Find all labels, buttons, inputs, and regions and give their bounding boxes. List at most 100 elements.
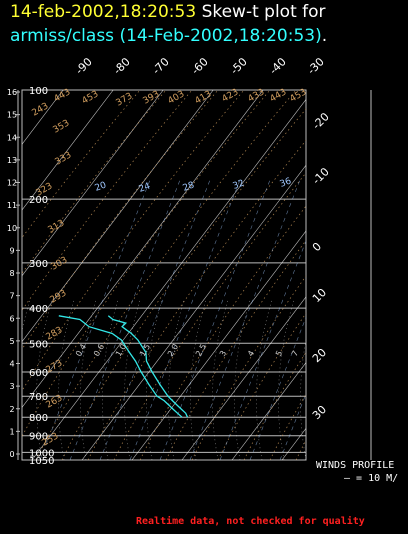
- chart-title-line-1: 14-feb-2002,18:20:53 Skew-t plot for: [10, 2, 326, 22]
- dry-adiabat-line: [22, 90, 141, 239]
- isotherm-line: [31, 98, 306, 460]
- chart-title-line-2: armiss/class (14-Feb-2002,18:20:53).: [10, 26, 327, 46]
- dry-adiabat-label: 243: [31, 101, 51, 118]
- winds-scale-label: — = 10 M/: [344, 473, 399, 484]
- chart-labels: 1002003004005006007008009001000105001234…: [7, 55, 332, 467]
- isotherm-label: -10: [310, 165, 332, 187]
- dry-adiabat-label: 303: [50, 255, 70, 272]
- dry-adiabat-label: 393: [142, 89, 162, 106]
- mixing-ratio-label: 32: [232, 179, 246, 192]
- isotherm-line: [22, 90, 114, 211]
- moist-adiabat-line: [234, 299, 251, 460]
- moist-adiabat-line: [36, 299, 53, 460]
- moist-adiabat-label: 1.0: [114, 342, 128, 358]
- dry-adiabat-label: 373: [115, 91, 135, 108]
- isotherm-line: [22, 90, 264, 408]
- moist-adiabat-label: 3: [218, 349, 228, 358]
- temperature-profile: [107, 315, 189, 418]
- dry-adiabat-label: 353: [52, 118, 72, 135]
- height-tick-label: 9: [9, 246, 14, 255]
- title-period: .: [321, 26, 328, 46]
- dry-adiabat-line: [400, 90, 408, 460]
- mixing-ratio-line: [99, 179, 211, 460]
- isotherm-line: [181, 296, 306, 460]
- height-tick-label: 13: [7, 156, 17, 165]
- height-tick-label: 6: [9, 314, 14, 323]
- moist-adiabat-line: [212, 299, 229, 460]
- isotherm-label: 20: [310, 346, 329, 365]
- dry-adiabat-line: [22, 90, 167, 274]
- dry-adiabat-line: [87, 139, 306, 460]
- dry-adiabat-label: 293: [49, 288, 69, 305]
- moist-adiabat-label: 1.5: [138, 342, 152, 358]
- plot-frame: [21, 89, 307, 461]
- winds-profile-label: WINDS PROFILE: [316, 460, 395, 471]
- dry-adiabat-line: [61, 108, 306, 460]
- mixing-ratio-line: [219, 240, 306, 460]
- height-tick-label: 3: [9, 382, 14, 391]
- quality-warning: Realtime data, not checked for quality: [136, 516, 365, 527]
- isobar-label: 800: [29, 413, 48, 424]
- title-source: armiss/class (14-Feb-2002,18:20:53): [10, 26, 322, 46]
- title-text: Skew-t plot for: [201, 2, 326, 22]
- isobar-label: 1000: [29, 448, 54, 459]
- dry-adiabat-line: [374, 90, 408, 460]
- isotherm-label: -20: [310, 110, 332, 132]
- isobar-label: 400: [29, 304, 48, 315]
- isotherm-label: 0: [310, 240, 324, 254]
- dry-adiabat-label: 283: [45, 325, 65, 342]
- mixing-ratio-line: [189, 179, 301, 460]
- moist-adiabat-line: [146, 299, 163, 460]
- dry-adiabat-line: [113, 172, 306, 460]
- moist-adiabat-label: 0.4: [74, 342, 88, 358]
- height-tick-label: 16: [7, 88, 17, 97]
- dry-adiabat-line: [217, 312, 306, 460]
- height-tick-label: 12: [7, 179, 17, 188]
- mixing-ratio-line: [279, 392, 306, 460]
- isobar-label: 1050: [29, 456, 54, 467]
- height-tick-label: 2: [9, 405, 14, 414]
- dry-adiabat-line: [165, 239, 306, 460]
- height-tick-label: 8: [9, 269, 14, 278]
- isotherm-label: -30: [305, 55, 327, 77]
- dry-adiabat-line: [22, 90, 219, 350]
- dry-adiabat-label: 413: [194, 89, 214, 106]
- isotherm-label: -90: [73, 55, 95, 77]
- mixing-ratio-label: 36: [279, 176, 293, 189]
- moist-adiabat-line: [168, 299, 185, 460]
- dry-adiabat-line: [243, 351, 306, 460]
- height-tick-label: 11: [7, 201, 17, 210]
- moist-adiabat-line: [300, 338, 306, 460]
- mixing-ratio-line: [69, 179, 181, 460]
- mixing-ratio-label: 28: [182, 180, 196, 193]
- isotherm-label: -50: [228, 55, 250, 77]
- isotherm-label: -80: [111, 55, 133, 77]
- moist-adiabat-line: [124, 299, 141, 460]
- isotherm-label: -70: [150, 55, 172, 77]
- isobar-label: 200: [29, 195, 48, 206]
- isotherm-line: [332, 90, 408, 460]
- moist-adiabat-line: [278, 299, 295, 460]
- moist-adiabat-label: 5: [274, 349, 284, 358]
- dry-adiabat-line: [322, 90, 408, 460]
- mixing-ratio-line: [129, 179, 241, 460]
- moist-adiabat-line: [80, 299, 97, 460]
- moist-adiabat-line: [190, 299, 207, 460]
- isotherm-line: [81, 164, 306, 460]
- isotherm-line: [231, 362, 306, 460]
- dry-adiabat-line: [22, 90, 193, 311]
- moist-adiabat-label: 7: [290, 349, 300, 358]
- isotherm-label: -60: [189, 55, 211, 77]
- isobar-label: 600: [29, 368, 48, 379]
- moist-adiabat-line: [58, 299, 75, 460]
- moist-adiabat-label: 4: [246, 349, 256, 358]
- height-tick-label: 7: [9, 292, 14, 301]
- isotherm-line: [131, 230, 306, 460]
- height-tick-label: 1: [9, 427, 14, 436]
- moist-adiabat-line: [102, 299, 119, 460]
- isobar-label: 500: [29, 339, 48, 350]
- dry-adiabat-label: 273: [45, 358, 65, 375]
- sounding-profile: [58, 315, 189, 418]
- isobar-label: 300: [29, 259, 48, 270]
